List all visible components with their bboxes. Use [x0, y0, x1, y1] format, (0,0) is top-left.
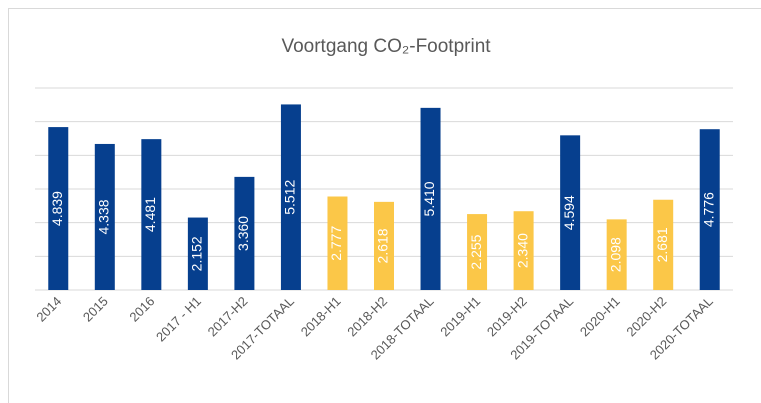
value-label: 4.481	[142, 197, 158, 232]
bar	[420, 107, 441, 290]
bar	[653, 199, 674, 290]
value-label: 5.512	[282, 179, 298, 214]
bar	[606, 219, 627, 290]
value-label: 4.839	[49, 191, 65, 226]
bar	[467, 214, 488, 290]
bar	[94, 143, 115, 290]
bar	[234, 176, 255, 290]
bar	[327, 196, 348, 290]
value-label: 2.152	[189, 236, 205, 271]
value-label: 2.618	[375, 228, 391, 263]
value-label: 4.338	[96, 199, 112, 234]
bar	[141, 139, 162, 290]
value-label: 4.594	[561, 195, 577, 230]
bar	[560, 135, 581, 290]
bar	[699, 129, 720, 290]
chart-title: Voortgang CO₂-Footprint	[281, 36, 491, 57]
value-label: 3.360	[235, 216, 251, 251]
bar	[280, 104, 301, 290]
bar	[374, 201, 394, 290]
bar	[513, 211, 534, 290]
value-label: 2.340	[514, 233, 530, 268]
value-label: 4.776	[700, 192, 716, 227]
bar	[187, 217, 208, 290]
value-label: 2.681	[654, 227, 670, 262]
value-label: 2.098	[607, 237, 623, 272]
value-label: 2.255	[468, 234, 484, 269]
value-label: 5.410	[421, 181, 437, 216]
value-label: 2.777	[328, 226, 344, 261]
bar	[48, 127, 69, 290]
